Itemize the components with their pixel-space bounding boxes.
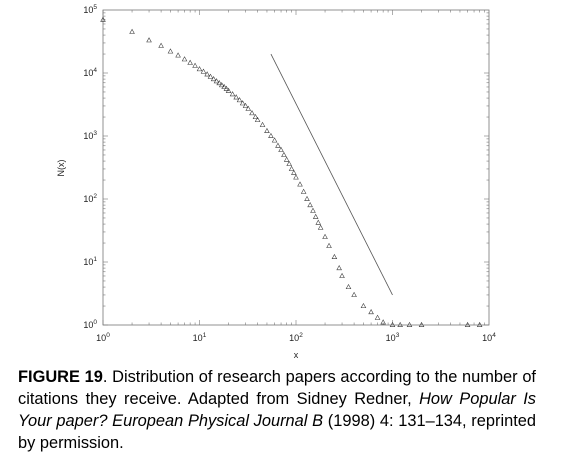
data-point xyxy=(236,97,243,103)
data-point xyxy=(242,102,249,108)
data-point xyxy=(300,188,307,194)
data-point xyxy=(252,113,259,119)
data-point xyxy=(200,68,207,74)
data-point xyxy=(326,242,332,248)
data-point xyxy=(100,16,106,22)
data-point xyxy=(336,265,342,271)
data-point xyxy=(254,116,261,122)
data-point xyxy=(216,80,222,86)
data-point xyxy=(283,156,290,162)
x-tick-label: 101 xyxy=(193,332,207,343)
data-point xyxy=(192,62,198,68)
data-point xyxy=(278,146,284,152)
data-point xyxy=(259,121,266,127)
x-tick-label: 103 xyxy=(386,332,400,343)
data-point xyxy=(229,91,236,97)
y-tick-label: 103 xyxy=(83,130,97,141)
data-point xyxy=(271,137,278,143)
data-point xyxy=(307,202,313,208)
data-point xyxy=(167,48,174,54)
x-axis-label: x xyxy=(294,350,299,360)
data-point xyxy=(181,56,188,62)
data-point xyxy=(288,165,295,171)
reference-line xyxy=(270,53,393,296)
data-point xyxy=(291,169,297,175)
data-point xyxy=(476,321,483,327)
caption-text-1: . Distribution of research papers accord… xyxy=(18,368,536,408)
data-point xyxy=(175,52,181,58)
data-point xyxy=(196,66,203,72)
data-point xyxy=(225,87,232,93)
data-point xyxy=(310,207,316,213)
data-point xyxy=(380,319,386,325)
data-point xyxy=(204,71,210,77)
data-point xyxy=(218,82,225,88)
data-point xyxy=(281,151,287,157)
y-tick-label: 105 xyxy=(83,4,97,15)
data-point xyxy=(286,160,292,166)
figure-label: FIGURE 19 xyxy=(18,368,103,386)
data-point xyxy=(233,94,239,100)
x-tick-label: 100 xyxy=(96,332,110,343)
scatter-chart: 100 101 102 103 104 100 101 102 103 104 105 x N(x) xyxy=(56,4,496,360)
data-point xyxy=(464,321,471,327)
y-axis-label: N(x) xyxy=(56,160,66,177)
data-point xyxy=(239,100,246,106)
data-point xyxy=(158,42,164,48)
data-point xyxy=(275,142,281,148)
data-point xyxy=(312,213,319,219)
axis-ticks xyxy=(102,10,489,326)
data-point xyxy=(315,219,322,225)
data-point xyxy=(223,85,230,91)
y-tick-label: 104 xyxy=(83,67,97,78)
data-point xyxy=(293,174,299,180)
data-point xyxy=(351,291,357,297)
data-point xyxy=(418,321,425,327)
data-point xyxy=(264,127,270,133)
data-point xyxy=(368,309,374,315)
plot-frame xyxy=(102,9,490,326)
data-point xyxy=(207,73,214,79)
data-point xyxy=(213,78,220,84)
x-tick-label: 102 xyxy=(289,332,303,343)
data-point xyxy=(221,83,227,89)
data-point xyxy=(331,253,338,259)
data-point xyxy=(210,76,217,82)
y-tick-label: 102 xyxy=(83,193,97,204)
tick-labels: 100 101 102 103 104 100 101 102 103 104 105 xyxy=(83,4,496,343)
data-point xyxy=(322,233,328,239)
y-tick-label: 100 xyxy=(83,319,97,330)
data-point xyxy=(389,321,396,327)
data-point xyxy=(374,314,381,320)
y-tick-label: 101 xyxy=(83,256,97,267)
data-point xyxy=(406,321,413,327)
data-point xyxy=(187,59,193,65)
data-point xyxy=(249,110,255,116)
data-point xyxy=(339,272,345,278)
data-point xyxy=(317,224,324,230)
data-point xyxy=(146,37,152,43)
data-point xyxy=(345,283,352,290)
data-point xyxy=(397,321,403,327)
x-tick-label: 104 xyxy=(482,332,496,343)
data-point xyxy=(360,302,367,308)
data-point xyxy=(129,28,135,34)
caption-citation: How Popular Is Your paper? European Phys… xyxy=(18,390,536,430)
data-point xyxy=(297,181,303,187)
caption-text-2: (1998) 4: 131–134, reprinted by permissi… xyxy=(18,412,536,452)
data-point xyxy=(245,105,252,111)
data-points xyxy=(100,16,483,327)
data-point xyxy=(268,132,274,138)
figure-caption: FIGURE 19. Distribution of research pape… xyxy=(18,366,536,454)
data-point xyxy=(304,195,310,201)
